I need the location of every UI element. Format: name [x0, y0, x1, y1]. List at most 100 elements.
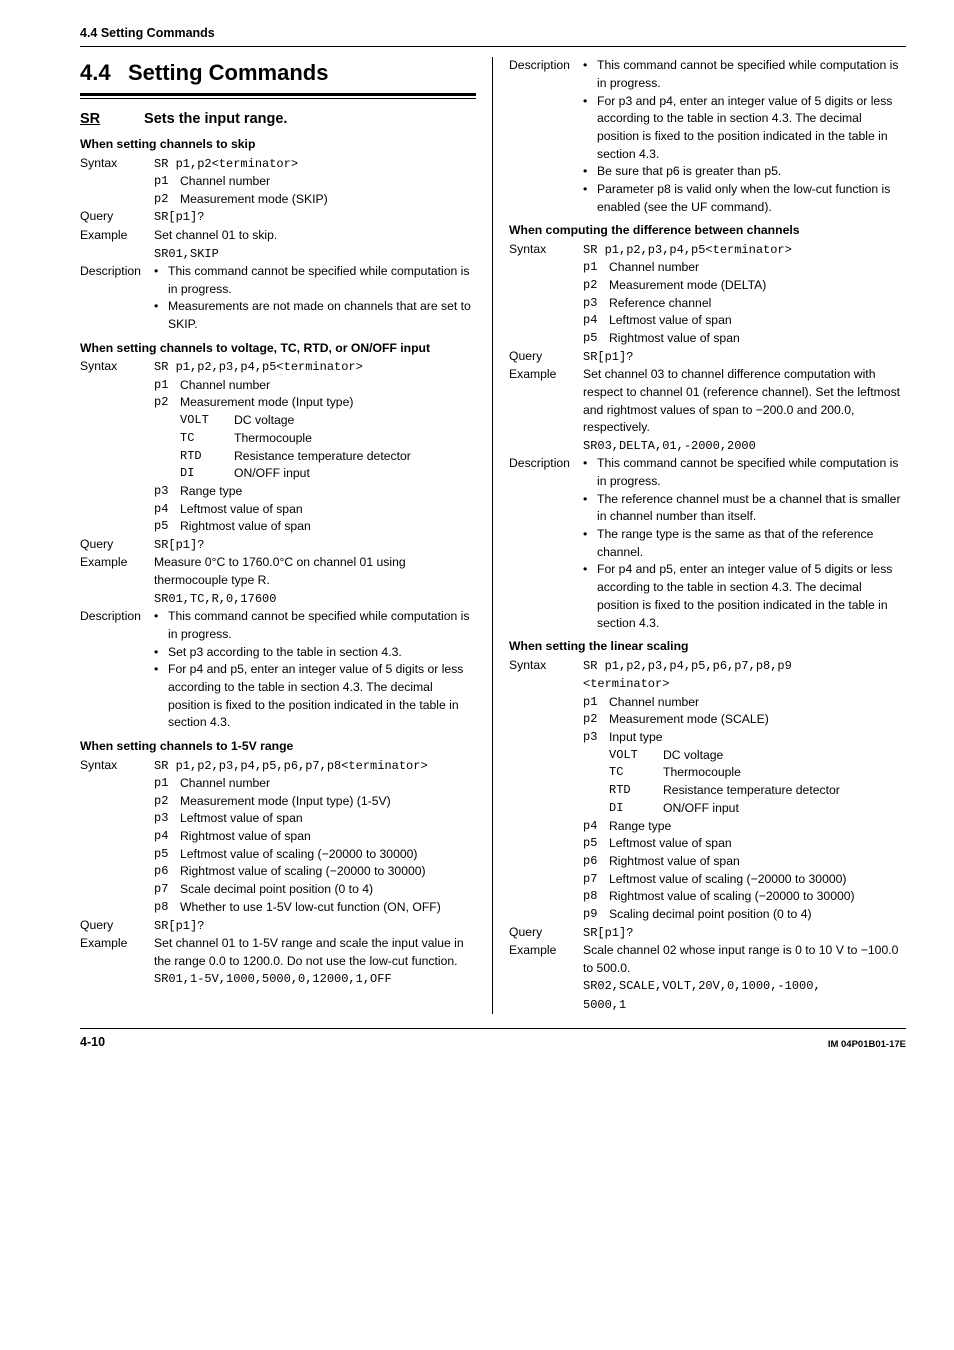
example-text: Scale channel 02 whose input range is 0 … — [583, 942, 906, 977]
bullet-icon: • — [154, 644, 168, 662]
param-desc: Measurement mode (DELTA) — [609, 277, 906, 295]
desc-item: This command cannot be specified while c… — [168, 608, 476, 643]
example-code: SR02,SCALE,VOLT,20V,0,1000,-1000, — [583, 979, 821, 993]
page-footer: 4-10 IM 04P01B01-17E — [80, 1028, 906, 1051]
param-desc: Channel number — [609, 259, 906, 277]
param-key: p3 — [154, 810, 180, 827]
param-desc: Rightmost value of span — [609, 853, 906, 871]
bullet-icon: • — [583, 526, 597, 544]
query-value: SR[p1]? — [583, 350, 633, 364]
enum-key: TC — [609, 764, 663, 781]
param-key: p9 — [583, 906, 609, 923]
desc-label: Description — [80, 263, 154, 281]
desc-label: Description — [509, 455, 583, 473]
syntax-value: <terminator> — [583, 677, 669, 691]
param-key: p7 — [154, 881, 180, 898]
example-label: Example — [80, 935, 154, 953]
param-key: p4 — [583, 818, 609, 835]
param-key: p3 — [583, 729, 609, 746]
param-desc: Rightmost value of span — [180, 518, 476, 536]
enum-key: VOLT — [180, 412, 234, 429]
syntax-row: Syntax SR p1,p2<terminator> — [80, 155, 476, 173]
section-number: 4.4 — [80, 57, 111, 89]
query-value: SR[p1]? — [583, 926, 633, 940]
desc-item: This command cannot be specified while c… — [597, 455, 906, 490]
running-header: 4.4 Setting Commands — [80, 24, 906, 42]
bullet-icon: • — [583, 455, 597, 473]
param-key: p5 — [583, 330, 609, 347]
param-desc: Whether to use 1-5V low-cut function (ON… — [180, 899, 476, 917]
param-desc: Leftmost value of span — [609, 312, 906, 330]
param-key: p5 — [154, 518, 180, 535]
bullet-icon: • — [583, 491, 597, 509]
enum-key: RTD — [180, 448, 234, 465]
param-key: p4 — [154, 828, 180, 845]
desc-item: Be sure that p6 is greater than p5. — [597, 163, 906, 181]
right-column: Description •This command cannot be spec… — [493, 57, 906, 1014]
param-key: p1 — [154, 173, 180, 190]
bullet-icon: • — [583, 181, 597, 199]
param-key: p1 — [154, 377, 180, 394]
query-value: SR[p1]? — [154, 210, 204, 224]
bullet-icon: • — [583, 561, 597, 579]
bullet-icon: • — [583, 57, 597, 75]
desc-item: For p4 and p5, enter an integer value of… — [597, 561, 906, 632]
param-desc: Range type — [609, 818, 906, 836]
bullet-icon: • — [583, 163, 597, 181]
param-desc: Rightmost value of scaling (−20000 to 30… — [180, 863, 476, 881]
param-desc: Channel number — [180, 377, 476, 395]
subheading-delta: When computing the difference between ch… — [509, 222, 906, 240]
param-desc: Leftmost value of scaling (−20000 to 300… — [609, 871, 906, 889]
section-heading: 4.4 Setting Commands — [80, 57, 476, 89]
syntax-value: SR p1,p2,p3,p4,p5,p6,p7,p8<terminator> — [154, 759, 428, 773]
enum-key: VOLT — [609, 747, 663, 764]
page-number: 4-10 — [80, 1033, 105, 1051]
param-desc: Rightmost value of span — [180, 828, 476, 846]
desc-item: Parameter p8 is valid only when the low-… — [597, 181, 906, 216]
enum-val: Thermocouple — [234, 430, 476, 448]
param-desc: Measurement mode (SKIP) — [180, 191, 476, 209]
two-column-layout: 4.4 Setting Commands SR Sets the input r… — [80, 57, 906, 1014]
section-title: Setting Commands — [128, 60, 328, 85]
left-column: 4.4 Setting Commands SR Sets the input r… — [80, 57, 493, 1014]
param-key: p1 — [583, 694, 609, 711]
param-key: p2 — [154, 793, 180, 810]
enum-val: Resistance temperature detector — [663, 782, 906, 800]
param-key: p6 — [583, 853, 609, 870]
section-divider — [80, 93, 476, 99]
param-key: p4 — [154, 501, 180, 518]
enum-val: DC voltage — [663, 747, 906, 765]
param-key: p3 — [583, 295, 609, 312]
enum-val: Resistance temperature detector — [234, 448, 476, 466]
enum-key: DI — [609, 800, 663, 817]
query-value: SR[p1]? — [154, 538, 204, 552]
syntax-label: Syntax — [509, 241, 583, 259]
param-desc: Leftmost value of scaling (−20000 to 300… — [180, 846, 476, 864]
param-desc: Rightmost value of span — [609, 330, 906, 348]
example-label: Example — [80, 554, 154, 572]
example-code: SR01,TC,R,0,17600 — [154, 592, 276, 606]
param-key: p5 — [583, 835, 609, 852]
desc-item: For p4 and p5, enter an integer value of… — [168, 661, 476, 732]
enum-val: DC voltage — [234, 412, 476, 430]
query-label: Query — [80, 917, 154, 935]
param-desc: Leftmost value of span — [180, 501, 476, 519]
bullet-icon: • — [154, 661, 168, 679]
syntax-value: SR p1,p2,p3,p4,p5<terminator> — [154, 360, 363, 374]
param-key: p8 — [583, 888, 609, 905]
param-desc: Channel number — [180, 775, 476, 793]
example-code: SR01,1-5V,1000,5000,0,12000,1,OFF — [154, 972, 392, 986]
enum-val: ON/OFF input — [663, 800, 906, 818]
query-label: Query — [509, 924, 583, 942]
subheading-scale: When setting the linear scaling — [509, 638, 906, 656]
enum-val: ON/OFF input — [234, 465, 476, 483]
syntax-label: Syntax — [80, 358, 154, 376]
subheading-skip: When setting channels to skip — [80, 136, 476, 154]
param-desc: Reference channel — [609, 295, 906, 313]
param-desc: Scaling decimal point position (0 to 4) — [609, 906, 906, 924]
param-key: p1 — [154, 775, 180, 792]
desc-item: This command cannot be specified while c… — [168, 263, 476, 298]
param-desc: Rightmost value of scaling (−20000 to 30… — [609, 888, 906, 906]
document-id: IM 04P01B01-17E — [828, 1038, 906, 1052]
bullet-icon: • — [154, 263, 168, 281]
